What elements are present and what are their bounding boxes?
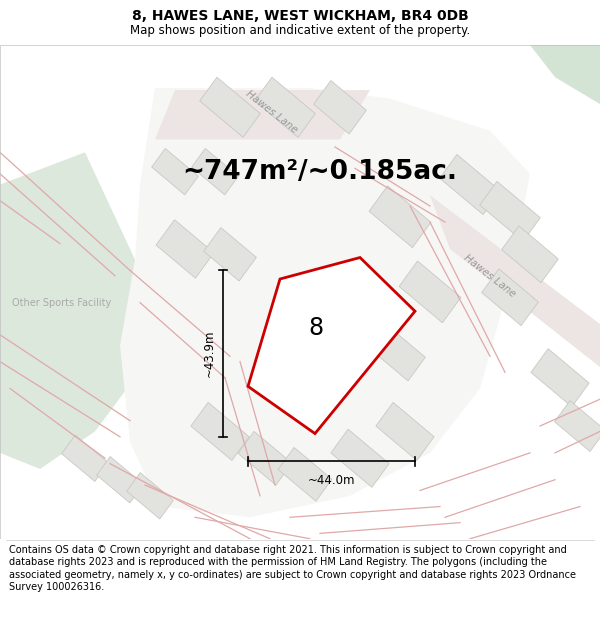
Bar [0, 45, 600, 539]
Polygon shape [399, 261, 461, 322]
Polygon shape [365, 321, 425, 381]
Polygon shape [369, 186, 431, 248]
Polygon shape [127, 472, 173, 519]
Text: Other Sports Facility: Other Sports Facility [13, 298, 112, 308]
Polygon shape [0, 152, 145, 469]
Polygon shape [156, 220, 214, 278]
Polygon shape [502, 226, 559, 282]
Polygon shape [191, 402, 249, 461]
Text: ~43.9m: ~43.9m [203, 330, 215, 378]
Polygon shape [120, 88, 530, 517]
Polygon shape [554, 401, 600, 451]
Text: Hawes Lane: Hawes Lane [244, 88, 300, 135]
Polygon shape [480, 181, 540, 241]
Text: ~44.0m: ~44.0m [308, 474, 355, 488]
Polygon shape [155, 90, 370, 139]
Polygon shape [331, 429, 389, 488]
Text: ~747m²/~0.185ac.: ~747m²/~0.185ac. [182, 159, 458, 184]
Polygon shape [248, 258, 415, 434]
Polygon shape [278, 448, 332, 501]
Polygon shape [152, 149, 199, 195]
Polygon shape [482, 269, 538, 326]
Polygon shape [430, 195, 600, 367]
Text: Contains OS data © Crown copyright and database right 2021. This information is : Contains OS data © Crown copyright and d… [9, 545, 576, 592]
Text: Map shows position and indicative extent of the property.: Map shows position and indicative extent… [130, 24, 470, 37]
Polygon shape [238, 431, 292, 485]
Text: 8: 8 [308, 316, 323, 340]
Polygon shape [97, 456, 143, 503]
Polygon shape [530, 45, 600, 104]
Polygon shape [191, 149, 238, 195]
Polygon shape [200, 78, 260, 138]
Polygon shape [440, 154, 500, 214]
Polygon shape [255, 78, 315, 138]
Polygon shape [314, 81, 367, 134]
Polygon shape [531, 349, 589, 407]
Polygon shape [203, 228, 256, 281]
Polygon shape [376, 402, 434, 461]
Text: 8, HAWES LANE, WEST WICKHAM, BR4 0DB: 8, HAWES LANE, WEST WICKHAM, BR4 0DB [131, 9, 469, 23]
Polygon shape [62, 435, 109, 481]
Text: Hawes Lane: Hawes Lane [462, 253, 518, 299]
